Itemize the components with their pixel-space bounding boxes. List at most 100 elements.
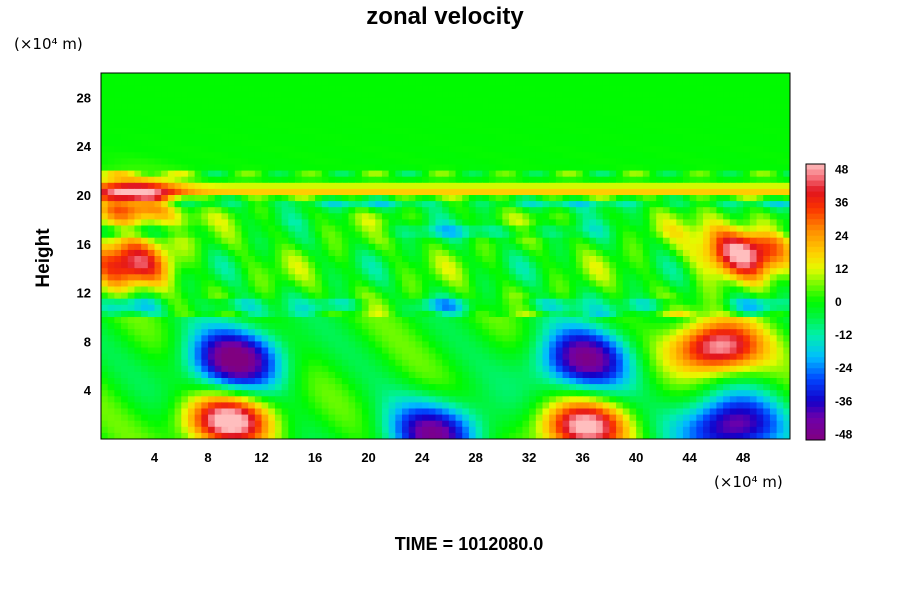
heatmap-cell [649,73,657,80]
heatmap-cell [448,146,457,153]
heatmap-cell [101,182,109,190]
heatmap-cell [147,146,156,153]
heatmap-cell [729,317,738,324]
heatmap-cell [455,188,463,196]
heatmap-cell [321,213,330,220]
heatmap-cell [214,286,223,294]
heatmap-cell [288,359,296,367]
heatmap-cell [689,91,697,98]
heatmap-cell [575,243,584,251]
heatmap-cell [268,115,276,123]
heatmap-cell [709,341,718,349]
heatmap-cell [321,365,330,373]
heatmap-cell [696,237,704,245]
heatmap-cell [468,323,477,330]
heatmap-cell [729,103,738,111]
heatmap-cell [181,243,189,251]
heatmap-cell [154,195,162,202]
heatmap-cell [676,170,684,178]
heatmap-cell [194,176,202,184]
heatmap-cell [355,103,363,111]
heatmap-cell [375,268,383,275]
heatmap-cell [428,170,437,178]
heatmap-cell [662,335,671,342]
heatmap-cell [375,280,383,288]
heatmap-cell [101,280,109,288]
heatmap-cell [134,335,142,342]
heatmap-cell [468,347,477,355]
heatmap-cell [428,256,437,263]
heatmap-cell [482,231,490,239]
heatmap-cell [529,335,537,342]
heatmap-cell [321,85,330,92]
heatmap-cell [569,231,577,239]
heatmap-cell [348,207,356,214]
heatmap-cell [381,249,390,257]
heatmap-cell [669,79,677,86]
heatmap-cell [636,256,644,263]
heatmap-cell [749,323,758,330]
heatmap-cell [569,73,577,80]
heatmap-cell [174,201,182,208]
heatmap-cell [415,231,423,239]
heatmap-cell [455,182,463,190]
heatmap-cell [167,341,176,349]
heatmap-cell [475,134,483,141]
heatmap-cell [522,359,530,367]
heatmap-cell [435,268,443,275]
heatmap-cell [228,298,236,306]
heatmap-cell [355,268,363,275]
heatmap-cell [455,286,463,294]
heatmap-cell [763,201,771,208]
heatmap-cell [696,359,704,367]
heatmap-cell [783,304,790,312]
heatmap-cell [388,317,396,324]
heatmap-cell [729,201,738,208]
heatmap-cell [187,286,196,294]
heatmap-cell [462,127,470,135]
heatmap-cell [589,225,597,233]
heatmap-cell [682,79,691,86]
heatmap-cell [381,73,390,80]
heatmap-cell [529,140,537,147]
heatmap-cell [214,317,223,324]
heatmap-cell [709,219,718,227]
heatmap-cell [609,353,617,361]
heatmap-cell [355,365,363,373]
heatmap-cell [609,140,617,147]
heatmap-cell [194,304,202,312]
heatmap-cell [462,243,470,251]
heatmap-cell [254,127,263,135]
heatmap-cell [194,91,202,98]
heatmap-cell [301,121,309,129]
heatmap-cell [596,317,604,324]
heatmap-cell [107,286,115,294]
heatmap-cell [167,317,176,324]
heatmap-cell [736,225,744,233]
heatmap-cell [783,73,790,80]
heatmap-cell [716,152,724,159]
heatmap-cell [716,207,724,214]
heatmap-cell [689,353,697,361]
heatmap-cell [509,310,517,318]
heatmap-cell [616,103,624,111]
heatmap-cell [622,292,631,300]
heatmap-cell [723,115,731,123]
heatmap-cell [308,310,316,318]
heatmap-cell [194,121,202,129]
heatmap-cell [776,262,784,269]
heatmap-cell [649,103,657,111]
heatmap-cell [696,79,704,86]
heatmap-cell [375,256,383,263]
heatmap-cell [468,91,477,98]
heatmap-cell [736,256,744,263]
heatmap-cell [696,103,704,111]
heatmap-cell [589,341,597,349]
heatmap-cell [649,79,657,86]
heatmap-cell [301,188,309,196]
heatmap-cell [696,347,704,355]
heatmap-cell [542,262,550,269]
heatmap-cell [602,103,610,111]
heatmap-cell [549,97,557,105]
heatmap-cell [448,286,457,294]
